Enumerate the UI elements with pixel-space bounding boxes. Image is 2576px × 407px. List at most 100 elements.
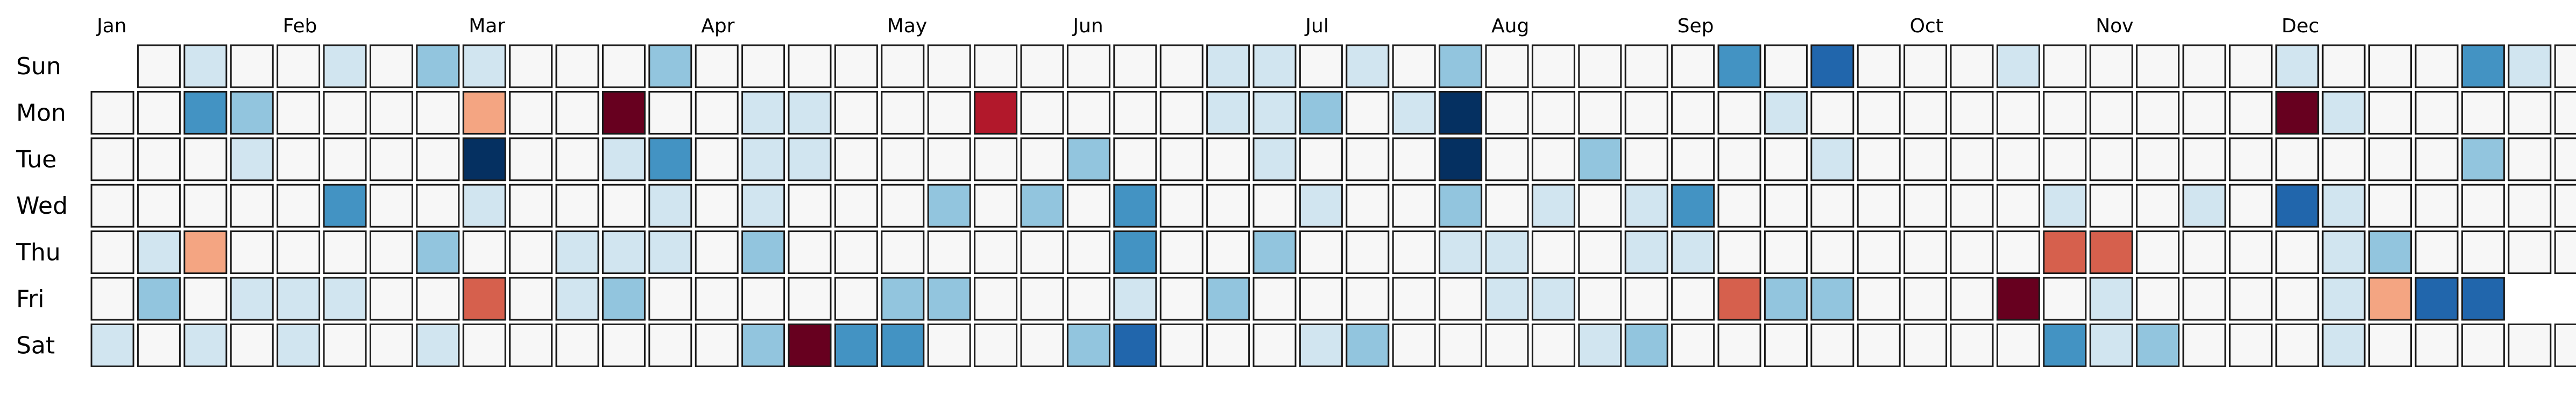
heatmap-cell xyxy=(369,323,413,367)
heatmap-cell xyxy=(1764,230,1808,275)
heatmap-cell xyxy=(277,230,321,275)
heatmap-cells xyxy=(90,44,2576,367)
heatmap-cell xyxy=(601,184,646,228)
heatmap-cell xyxy=(601,90,646,135)
heatmap-cell xyxy=(1857,277,1901,321)
heatmap-cell xyxy=(1903,44,1948,88)
heatmap-cell xyxy=(90,277,135,321)
heatmap-cell xyxy=(555,277,599,321)
heatmap-cell xyxy=(1159,323,1204,367)
heatmap-cell xyxy=(277,44,321,88)
heatmap-cell xyxy=(230,277,274,321)
heatmap-cell xyxy=(834,44,878,88)
day-label-thu: Thu xyxy=(16,239,61,266)
heatmap-cell xyxy=(1996,323,2040,367)
heatmap-cell xyxy=(1578,277,1622,321)
heatmap-cell xyxy=(137,277,181,321)
heatmap-cell xyxy=(1671,323,1715,367)
heatmap-cell xyxy=(323,323,367,367)
heatmap-cell xyxy=(974,90,1018,135)
heatmap-cell xyxy=(927,44,971,88)
heatmap-cell xyxy=(695,90,739,135)
heatmap-cell xyxy=(2461,44,2505,88)
heatmap-cell xyxy=(1624,44,1668,88)
heatmap-cell xyxy=(1810,137,1855,181)
heatmap-cell xyxy=(1531,323,1575,367)
heatmap-cell xyxy=(2089,44,2133,88)
heatmap-cell xyxy=(90,137,135,181)
heatmap-cell xyxy=(1810,230,1855,275)
heatmap-cell xyxy=(230,90,274,135)
heatmap-cell xyxy=(2089,184,2133,228)
heatmap-cell xyxy=(834,90,878,135)
heatmap-cell xyxy=(1392,323,1436,367)
heatmap-cell xyxy=(1578,184,1622,228)
heatmap-cell xyxy=(1903,184,1948,228)
heatmap-cell xyxy=(1764,184,1808,228)
heatmap-cell xyxy=(2182,137,2226,181)
heatmap-cell xyxy=(788,323,832,367)
heatmap-cell xyxy=(1996,90,2040,135)
heatmap-cell xyxy=(1066,137,1110,181)
heatmap-cell xyxy=(1764,323,1808,367)
heatmap-cell xyxy=(1531,90,1575,135)
heatmap-cell xyxy=(2415,323,2459,367)
heatmap-cell xyxy=(1996,137,2040,181)
heatmap-cell xyxy=(601,323,646,367)
heatmap-cell xyxy=(555,323,599,367)
month-label-apr: Apr xyxy=(701,15,734,37)
heatmap-cell xyxy=(788,184,832,228)
month-label-jul: Jul xyxy=(1304,15,1328,37)
heatmap-cell xyxy=(2136,323,2180,367)
heatmap-cell xyxy=(555,44,599,88)
heatmap-cell xyxy=(277,323,321,367)
heatmap-cell xyxy=(741,230,785,275)
heatmap-cell xyxy=(1624,230,1668,275)
heatmap-cell xyxy=(137,230,181,275)
heatmap-cell xyxy=(1996,184,2040,228)
heatmap-cell xyxy=(788,90,832,135)
heatmap-cell xyxy=(1764,90,1808,135)
heatmap-cell xyxy=(601,44,646,88)
heatmap-cell xyxy=(183,44,228,88)
heatmap-cell xyxy=(1717,44,1761,88)
heatmap-cell xyxy=(1252,323,1297,367)
heatmap-cell xyxy=(230,44,274,88)
month-label-nov: Nov xyxy=(2096,15,2133,37)
heatmap-cell xyxy=(323,137,367,181)
heatmap-cell xyxy=(1252,184,1297,228)
heatmap-cell xyxy=(1578,44,1622,88)
heatmap-cell xyxy=(1159,90,1204,135)
heatmap-cell xyxy=(1299,137,1343,181)
heatmap-cell xyxy=(462,323,506,367)
heatmap-cell xyxy=(834,184,878,228)
heatmap-cell xyxy=(1346,323,1390,367)
heatmap-cell xyxy=(2415,184,2459,228)
heatmap-cell xyxy=(1717,277,1761,321)
heatmap-cell xyxy=(183,137,228,181)
heatmap-cell xyxy=(1113,184,1157,228)
heatmap-cell xyxy=(1392,184,1436,228)
heatmap-cell xyxy=(416,137,460,181)
heatmap-cell xyxy=(2043,323,2087,367)
month-label-feb: Feb xyxy=(283,15,317,37)
heatmap-cell xyxy=(1531,44,1575,88)
heatmap-cell xyxy=(1113,230,1157,275)
heatmap-cell xyxy=(2508,90,2552,135)
heatmap-cell xyxy=(1346,230,1390,275)
heatmap-cell xyxy=(881,184,925,228)
heatmap-cell xyxy=(1252,44,1297,88)
heatmap-cell xyxy=(2322,323,2366,367)
heatmap-cell xyxy=(1578,230,1622,275)
month-label-sep: Sep xyxy=(1678,15,1714,37)
heatmap-cell xyxy=(277,137,321,181)
heatmap-cell xyxy=(974,184,1018,228)
heatmap-cell xyxy=(90,90,135,135)
heatmap-cell xyxy=(1299,230,1343,275)
heatmap-cell xyxy=(137,184,181,228)
heatmap-cell xyxy=(1531,184,1575,228)
heatmap-cell xyxy=(741,277,785,321)
heatmap-cell xyxy=(601,230,646,275)
heatmap-cell xyxy=(1020,277,1064,321)
heatmap-cell xyxy=(1624,90,1668,135)
